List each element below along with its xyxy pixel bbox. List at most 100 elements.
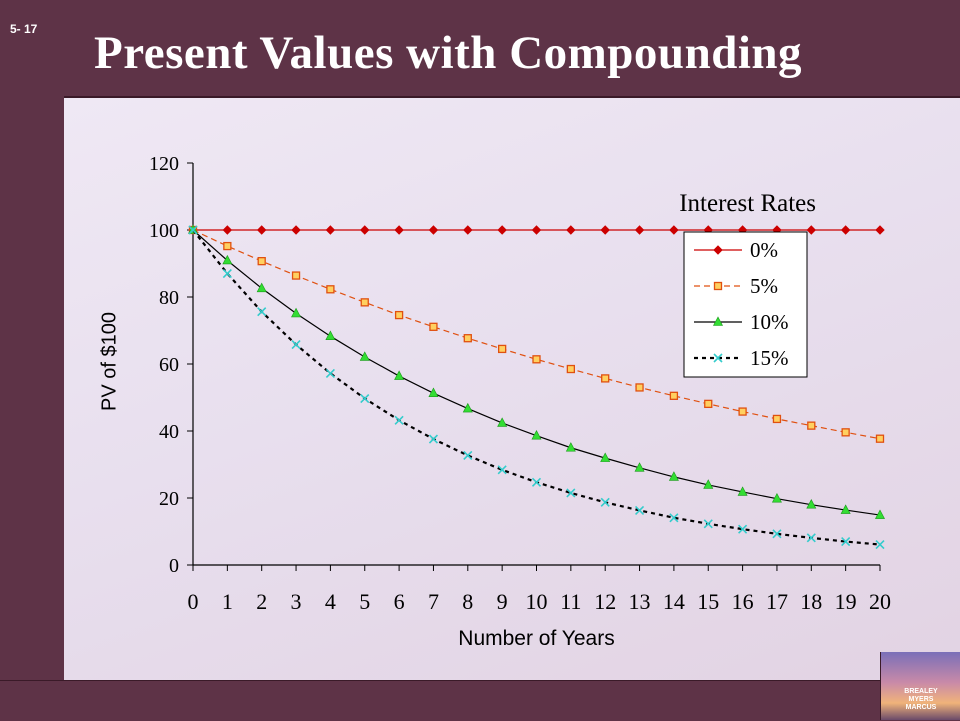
bottom-frame-bar	[0, 680, 960, 721]
data-point-5pct	[841, 428, 850, 437]
data-point-15pct	[291, 340, 301, 350]
x-tick-label: 4	[325, 589, 336, 614]
data-point-15pct	[772, 529, 782, 539]
data-point-0pct	[222, 225, 233, 235]
data-point-5pct	[429, 322, 438, 331]
legend-title: Interest Rates	[679, 190, 816, 217]
y-tick-label: 20	[159, 488, 179, 510]
data-point-0pct	[806, 225, 817, 235]
data-point-15pct	[566, 488, 576, 498]
data-point-15pct	[428, 434, 439, 444]
data-point-5pct	[223, 241, 232, 251]
x-tick-label: 12	[594, 589, 616, 614]
data-point-15pct	[222, 268, 232, 279]
data-point-5pct	[738, 407, 747, 416]
data-point-15pct	[841, 536, 851, 547]
data-point-0pct	[634, 225, 645, 235]
data-point-0pct	[497, 225, 507, 235]
x-tick-label: 7	[428, 589, 439, 614]
legend-marker-10pct	[713, 316, 723, 326]
data-point-15pct	[669, 513, 679, 523]
data-point-10pct	[703, 479, 714, 489]
data-point-15pct	[394, 415, 404, 425]
data-point-5pct	[669, 391, 679, 400]
y-tick-label: 40	[159, 421, 179, 443]
data-point-0pct	[325, 225, 336, 235]
data-point-0pct	[669, 225, 679, 235]
data-point-5pct	[532, 355, 541, 364]
data-point-10pct	[840, 504, 851, 514]
data-point-15pct	[257, 307, 267, 317]
legend-label-10pct: 10%	[750, 310, 789, 334]
x-tick-label: 17	[766, 589, 788, 614]
title-bar	[64, 0, 960, 96]
logo-text: BREALEY MYERS MARCUS	[904, 688, 938, 711]
data-point-10pct	[600, 452, 611, 462]
x-tick-label: 1	[222, 589, 233, 614]
data-point-15pct	[806, 533, 816, 543]
legend-label-15pct: 15%	[750, 346, 789, 370]
data-point-10pct	[634, 462, 645, 472]
legend-label-5pct: 5%	[750, 274, 778, 298]
y-tick-label: 0	[169, 555, 179, 577]
x-tick-label: 5	[359, 589, 370, 614]
data-point-5pct	[566, 364, 575, 374]
data-point-10pct	[497, 417, 508, 427]
data-point-5pct	[394, 310, 404, 320]
data-point-5pct	[772, 414, 782, 424]
data-point-0pct	[531, 225, 542, 235]
data-point-5pct	[326, 285, 335, 294]
data-point-5pct	[704, 399, 713, 409]
data-point-10pct	[875, 509, 885, 519]
data-point-15pct	[463, 450, 473, 461]
legend-box	[683, 231, 808, 378]
x-tick-label: 11	[560, 589, 581, 614]
slide-number: 5- 17	[10, 22, 38, 36]
data-point-10pct	[737, 486, 748, 496]
title-divider	[64, 96, 960, 98]
data-point-15pct	[497, 465, 507, 475]
data-point-5pct	[497, 344, 507, 354]
x-tick-label: 6	[394, 589, 405, 614]
left-frame-bar	[0, 0, 64, 720]
data-point-15pct	[325, 368, 335, 378]
x-tick-label: 16	[732, 589, 754, 614]
series-line-5pct	[192, 229, 881, 440]
x-tick-label: 13	[629, 589, 651, 614]
data-point-5pct	[257, 257, 266, 266]
x-tick-label: 3	[291, 589, 302, 614]
y-tick-label: 100	[149, 220, 179, 242]
data-point-0pct	[463, 225, 473, 235]
y-axis-label: PV of $100	[98, 312, 121, 411]
book-logo: BREALEY MYERS MARCUS	[880, 652, 960, 720]
data-point-15pct	[600, 497, 610, 507]
data-point-0pct	[600, 225, 610, 235]
data-point-15pct	[634, 505, 645, 515]
legend-marker-5pct	[713, 281, 723, 291]
data-point-15pct	[360, 393, 370, 404]
data-point-0pct	[256, 225, 267, 235]
data-point-0pct	[840, 225, 851, 235]
x-tick-label: 0	[188, 589, 199, 614]
y-tick-label: 80	[159, 287, 179, 309]
x-tick-label: 20	[869, 589, 891, 614]
data-point-0pct	[394, 225, 404, 235]
data-point-0pct	[291, 225, 301, 235]
data-point-0pct	[360, 225, 370, 235]
data-point-0pct	[428, 225, 439, 235]
data-point-5pct	[601, 374, 610, 383]
data-point-15pct	[875, 539, 885, 550]
data-point-5pct	[807, 421, 816, 430]
data-point-10pct	[531, 430, 542, 440]
data-point-15pct	[738, 524, 748, 534]
data-point-0pct	[566, 225, 576, 235]
x-axis-label: Number of Years	[458, 627, 614, 650]
y-tick-label: 120	[149, 153, 179, 175]
data-point-5pct	[360, 298, 369, 307]
data-point-10pct	[428, 387, 439, 397]
data-point-15pct	[531, 477, 542, 487]
data-point-15pct	[188, 225, 198, 235]
slide-title: Present Values with Compounding	[94, 27, 803, 79]
x-tick-label: 10	[526, 589, 548, 614]
legend-label-0pct: 0%	[750, 238, 778, 262]
